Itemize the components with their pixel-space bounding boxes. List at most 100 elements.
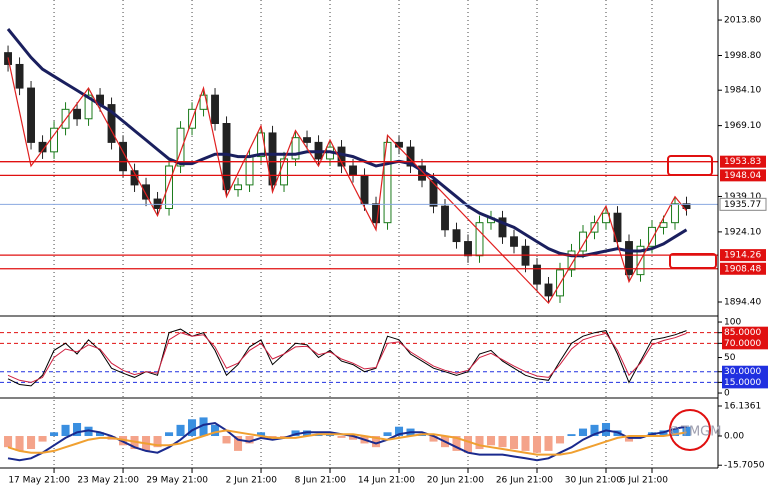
y-tick-label: 1924.10 bbox=[724, 227, 761, 237]
y-tick-label: 0 bbox=[724, 389, 730, 399]
level-label-bg bbox=[720, 249, 766, 262]
level-label: 1908.48 bbox=[724, 264, 761, 274]
y-tick-label: 70.0000 bbox=[724, 339, 761, 349]
histogram-bar bbox=[38, 436, 47, 442]
level-label-bg bbox=[722, 326, 768, 339]
candle-body bbox=[211, 94, 219, 124]
histogram-bar bbox=[670, 428, 680, 437]
candle-body bbox=[73, 108, 81, 120]
y-tick-label: 1969.10 bbox=[724, 121, 761, 131]
histogram-bar bbox=[383, 432, 392, 437]
candle-body bbox=[567, 250, 576, 271]
level-label-bg bbox=[720, 155, 766, 168]
histogram-bar bbox=[394, 426, 404, 437]
level-label: 1914.26 bbox=[724, 251, 761, 261]
oscillator-line bbox=[7, 332, 687, 383]
price-label: 1935.77 bbox=[724, 200, 761, 210]
level-label: 1953.83 bbox=[724, 157, 761, 167]
x-tick-label: 23 May 21:00 bbox=[77, 476, 139, 486]
candle-body bbox=[671, 203, 679, 224]
candle-body bbox=[245, 156, 254, 186]
candle-body bbox=[475, 222, 484, 257]
histogram-bar bbox=[234, 436, 243, 451]
histogram-bar bbox=[4, 436, 13, 448]
histogram-bar bbox=[682, 426, 691, 437]
macd-line bbox=[7, 429, 687, 456]
y-tick-label: 0.00 bbox=[724, 432, 744, 442]
histogram-bar bbox=[222, 436, 231, 444]
annotation-circle bbox=[669, 409, 711, 451]
candle-body bbox=[303, 137, 311, 143]
level-label: 1948.04 bbox=[724, 171, 761, 181]
zigzag bbox=[7, 57, 687, 304]
y-tick-label: 1894.40 bbox=[724, 298, 761, 308]
candle-body bbox=[429, 179, 438, 207]
candle-body bbox=[165, 165, 173, 210]
histogram-bar bbox=[532, 436, 542, 453]
x-tick-label: 30 Jun 21:00 bbox=[565, 476, 622, 486]
candle-body bbox=[372, 203, 380, 224]
x-tick-label: 8 Jun 21:00 bbox=[295, 476, 347, 486]
candle-body bbox=[498, 217, 507, 238]
candle-body bbox=[441, 205, 449, 231]
y-tick-label: 100 bbox=[724, 318, 741, 328]
histogram-bar bbox=[429, 436, 438, 442]
histogram-bar bbox=[96, 432, 105, 437]
level-label-bg bbox=[722, 376, 768, 389]
candle-body bbox=[38, 141, 47, 153]
candle-body bbox=[452, 229, 461, 243]
x-tick-label: 2 Jun 21:00 bbox=[226, 476, 278, 486]
y-tick-label: 1939.10 bbox=[724, 192, 761, 202]
axis: 17 May 21:00 23 May 21:00 29 May 21:00 2 Ju… bbox=[8, 16, 768, 486]
candle-body bbox=[579, 231, 587, 252]
level-label-bg bbox=[722, 365, 768, 378]
histogram-bar bbox=[578, 428, 588, 437]
histogram-bar bbox=[153, 436, 162, 448]
y-tick-label: 16.1361 bbox=[724, 402, 761, 412]
candle-body bbox=[84, 94, 93, 120]
oscillator-line bbox=[7, 328, 687, 387]
candle-body bbox=[349, 165, 357, 176]
level-label-bg bbox=[720, 169, 766, 182]
candle-body bbox=[176, 127, 185, 167]
histogram-bar bbox=[521, 436, 530, 451]
histogram-bar bbox=[590, 424, 599, 437]
histogram-bar bbox=[337, 436, 346, 438]
histogram-bar bbox=[165, 432, 174, 437]
candle-body bbox=[27, 87, 35, 143]
y-tick-label: 1998.80 bbox=[724, 51, 761, 61]
annotation-box bbox=[669, 253, 717, 269]
histogram-bar bbox=[452, 436, 461, 451]
panel bbox=[0, 28, 718, 304]
candle-body bbox=[222, 122, 231, 191]
histogram-bar bbox=[27, 436, 36, 450]
candle-body bbox=[544, 283, 553, 297]
level-label-bg bbox=[722, 337, 768, 350]
panel bbox=[4, 417, 691, 462]
histogram-bar bbox=[211, 424, 220, 437]
histogram-bar bbox=[61, 424, 70, 437]
candle-body bbox=[464, 241, 472, 257]
histogram-bar bbox=[509, 436, 519, 450]
histogram-bar bbox=[567, 434, 576, 437]
histogram-bar bbox=[257, 432, 266, 437]
annotation-box bbox=[667, 155, 713, 176]
candle-body bbox=[153, 198, 162, 210]
histogram-bar bbox=[463, 436, 473, 453]
histogram-bar bbox=[475, 436, 484, 450]
y-tick-label: 15.0000 bbox=[724, 378, 761, 388]
histogram-bar bbox=[245, 436, 254, 444]
plot bbox=[0, 28, 718, 462]
candle-body bbox=[510, 236, 518, 247]
candle-body bbox=[291, 137, 300, 160]
histogram-bar bbox=[199, 417, 208, 437]
x-tick-label: 17 May 21:00 bbox=[8, 476, 70, 486]
histogram-bar bbox=[50, 432, 59, 437]
x-tick-label: 20 Jun 21:00 bbox=[427, 476, 484, 486]
candle-body bbox=[383, 141, 392, 224]
histogram-bar bbox=[486, 436, 496, 446]
histogram-bar bbox=[498, 436, 507, 448]
